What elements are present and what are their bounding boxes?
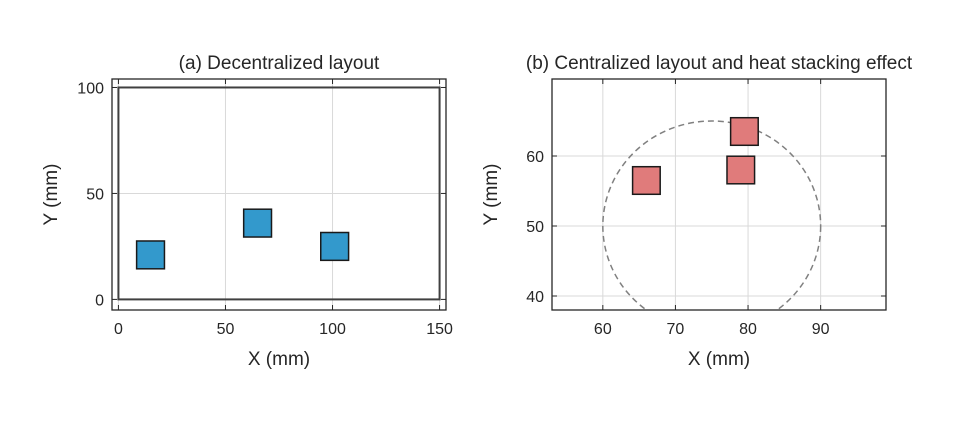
panel-b-y-tick-label: 40: [526, 289, 544, 306]
panel-a-ticks: 0 50 100 150 0 50 100: [77, 79, 453, 338]
panel-b-grid: [552, 79, 886, 310]
panel-a-x-tick-label: 50: [217, 321, 235, 338]
panel-b-y-tick-label: 60: [526, 149, 544, 166]
panel-b-title: (b) Centralized layout and heat stacking…: [526, 53, 913, 74]
panel-b-ticks: 60 70 80 90 40 50 60: [526, 79, 886, 338]
panel-a-grid: [112, 79, 446, 310]
panel-b-component-marker: [631, 165, 661, 196]
panel-b-x-axis-label: X (mm): [688, 349, 750, 370]
panel-a-y-tick-label: 100: [77, 80, 104, 97]
panel-b-axes-frame: [551, 78, 887, 311]
panel-b-heat-circle: [602, 120, 822, 310]
panel-b-component-marker: [729, 116, 759, 147]
panel-b-y-axis-label: Y (mm): [481, 164, 502, 226]
panel-a-component-marker: [242, 208, 273, 238]
panel-a-component-marker: [135, 240, 166, 270]
panel-b-markers: [631, 116, 759, 196]
panel-a-boundary: [117, 86, 441, 301]
panel-a-x-tick-label: 100: [319, 321, 346, 338]
panel-a-title: (a) Decentralized layout: [179, 53, 380, 74]
panel-a-x-axis-label: X (mm): [248, 349, 310, 370]
panel-b-x-tick-label: 90: [812, 321, 830, 338]
panel-a-y-tick-label: 0: [95, 292, 104, 309]
panel-a-x-tick-label: 0: [114, 321, 123, 338]
panel-a-axes-frame: [111, 78, 447, 311]
panel-b: 60 70 80 90 40 50 60 (b) Centralized layout an…: [481, 53, 913, 370]
panel-b-x-tick-label: 60: [594, 321, 612, 338]
panel-a-y-axis-label: Y (mm): [41, 164, 62, 226]
panel-a: 0 50 100 150 0 50 100 (a) Decentralized layout…: [41, 53, 453, 370]
panel-a-y-tick-label: 50: [86, 186, 104, 203]
panel-b-x-tick-label: 80: [739, 321, 757, 338]
panel-b-y-tick-label: 50: [526, 219, 544, 236]
panel-a-x-tick-label: 150: [426, 321, 453, 338]
heat-spread-circle: [602, 120, 822, 310]
panel-a-component-marker: [320, 231, 350, 262]
panel-b-x-tick-label: 70: [667, 321, 685, 338]
panel-b-component-marker: [726, 155, 756, 185]
layout-boundary-rect: [117, 86, 441, 301]
panel-a-markers: [135, 208, 350, 270]
